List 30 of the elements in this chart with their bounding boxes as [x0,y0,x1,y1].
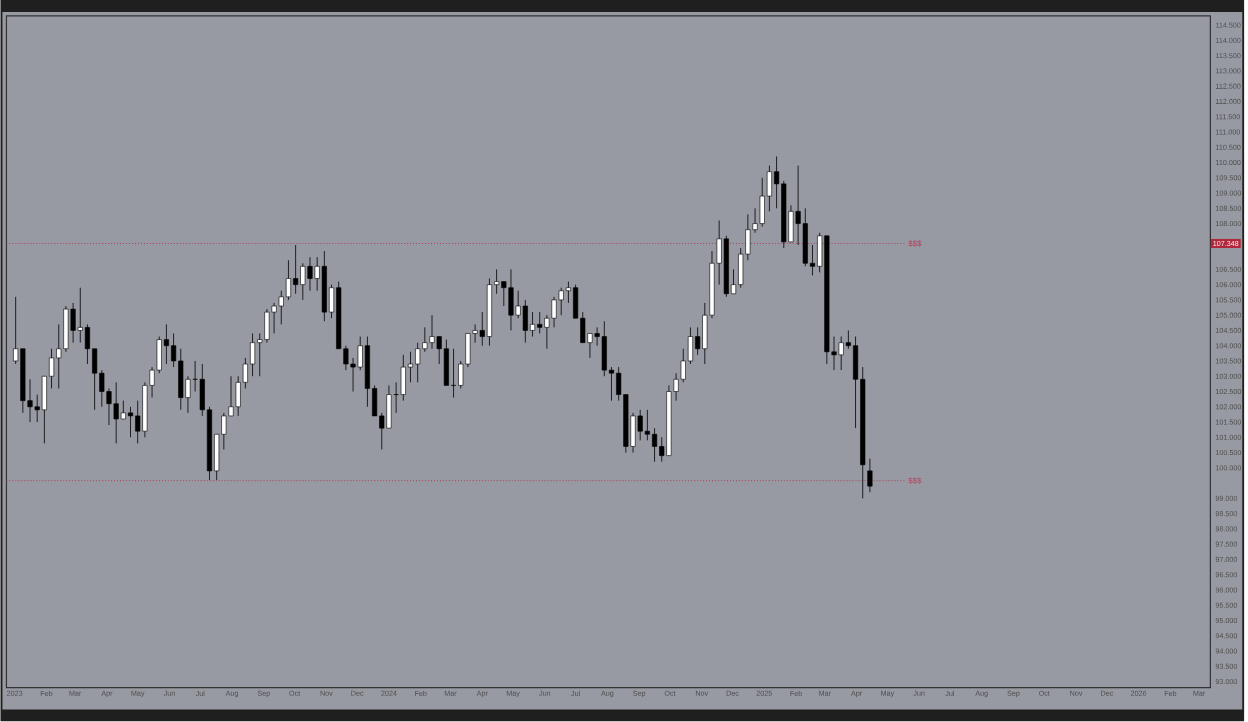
candlestick [120,400,126,420]
candlestick [163,324,169,365]
candlestick [644,409,650,441]
candlestick [178,348,184,411]
candlestick [285,260,291,301]
candlestick [508,269,514,332]
candlestick [307,256,313,292]
candlestick [759,177,765,228]
candlestick [70,302,76,344]
candlestick [264,308,270,344]
candlestick [429,314,435,350]
candlestick [652,427,658,463]
candlestick [250,333,256,377]
candlestick [293,244,299,295]
candlestick [529,311,536,338]
candlestick [522,299,528,344]
candlestick [838,336,844,371]
candlestick [386,385,392,429]
candlestick [271,302,277,335]
candlestick [637,409,643,441]
candlestick [77,287,83,344]
candlestick [321,250,327,322]
candlestick [450,348,457,399]
candlestick [127,406,134,438]
candlestick [601,321,607,377]
candlestick [113,382,119,445]
candlestick [63,305,69,353]
candlestick [300,263,306,301]
candlestick [443,339,449,387]
candlestick [537,311,543,335]
